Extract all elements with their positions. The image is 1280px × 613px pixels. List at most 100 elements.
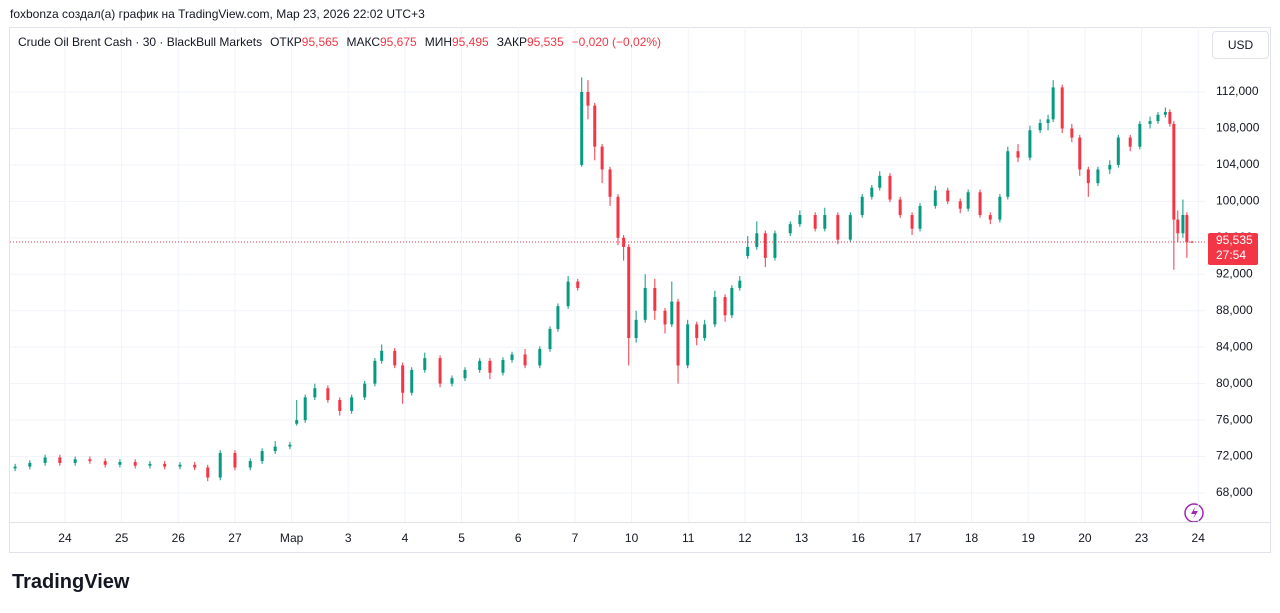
- candle-body: [1116, 137, 1120, 165]
- candle-body: [410, 369, 414, 393]
- candle-body: [450, 378, 454, 384]
- candle-body: [643, 287, 647, 320]
- x-tick-label: 24: [58, 531, 72, 545]
- candle-body: [870, 187, 874, 197]
- attribution: foxbonza создал(а) график на TradingView…: [10, 7, 425, 21]
- candle-body: [178, 464, 182, 467]
- x-tick-label: 23: [1135, 531, 1149, 545]
- candle-body: [363, 383, 367, 398]
- candle-body: [933, 190, 937, 206]
- candle-body: [133, 462, 137, 466]
- candle-body: [538, 349, 542, 366]
- candle-body: [206, 467, 210, 478]
- candle-body: [1060, 87, 1064, 129]
- candle-body: [58, 457, 62, 463]
- candle-body: [703, 324, 707, 339]
- y-tick-label: 80,000: [1216, 376, 1253, 390]
- candle-body: [878, 175, 882, 188]
- y-tick-label: 100,000: [1216, 194, 1260, 208]
- candle-body: [523, 354, 527, 366]
- candle-body: [600, 146, 604, 170]
- candle-body: [148, 463, 152, 466]
- y-tick-label: 68,000: [1216, 485, 1253, 499]
- ohlc-label: ОТКР: [270, 35, 302, 49]
- candle-body: [627, 246, 631, 339]
- x-tick-label: 6: [515, 531, 522, 545]
- candle-body: [695, 324, 699, 339]
- ohlc-value: 95,565: [301, 35, 339, 49]
- candle-body: [788, 224, 792, 234]
- candle-body: [576, 281, 580, 288]
- candle-body: [233, 452, 237, 468]
- candle-body: [616, 196, 620, 238]
- chart-frame: [9, 27, 1271, 553]
- candle-body: [373, 360, 377, 384]
- y-tick-label: 76,000: [1216, 412, 1253, 426]
- candle-body: [1006, 151, 1010, 197]
- candle-body: [393, 350, 397, 366]
- candle-body: [478, 360, 482, 370]
- candle-body: [634, 319, 638, 339]
- candle-body: [686, 324, 690, 366]
- candle-body: [1016, 151, 1020, 158]
- candle-body: [1096, 169, 1100, 184]
- candle-body: [746, 246, 750, 257]
- candle-body: [401, 365, 405, 393]
- candle-body: [998, 196, 1002, 220]
- candle-body: [773, 233, 777, 258]
- y-tick-label: 92,000: [1216, 266, 1253, 280]
- candle-body: [303, 397, 307, 421]
- candle-body: [823, 215, 827, 229]
- candle-body: [676, 301, 680, 366]
- candle-body: [580, 91, 584, 165]
- x-tick-label: 18: [965, 531, 979, 545]
- candle-body: [622, 237, 626, 247]
- candle-body: [663, 310, 667, 325]
- candle-body: [118, 462, 122, 465]
- x-tick-label: 24: [1192, 531, 1206, 545]
- y-tick-label: 104,000: [1216, 157, 1260, 171]
- candle-body: [1190, 241, 1194, 243]
- candle-body: [1128, 137, 1132, 147]
- candle-body: [910, 215, 914, 229]
- brand-logo[interactable]: TradingView: [12, 571, 129, 594]
- candle-body: [488, 360, 492, 373]
- candle-body: [670, 301, 674, 325]
- ohlc-value: 95,495: [452, 35, 489, 49]
- candle-body: [1176, 219, 1180, 234]
- candle-body: [988, 215, 992, 220]
- candle-body: [966, 192, 970, 209]
- candle-body: [946, 190, 950, 202]
- x-tick-label: Мар: [280, 531, 304, 545]
- y-tick-label: 88,000: [1216, 303, 1253, 317]
- candle-body: [423, 358, 427, 370]
- countdown: 27:54: [1216, 248, 1246, 262]
- candle-body: [586, 91, 590, 106]
- legend: Crude Oil Brent Cash · 30 · BlackBull Ma…: [18, 35, 661, 49]
- candle-body: [350, 397, 354, 411]
- candle-body: [260, 451, 264, 462]
- brand-text: TradingView: [12, 571, 130, 593]
- candle-body: [313, 388, 317, 398]
- y-tick-label: 108,000: [1216, 121, 1260, 135]
- candle-body: [295, 420, 299, 424]
- candle-body: [288, 444, 292, 447]
- currency-button[interactable]: USD: [1212, 31, 1269, 59]
- ohlc-label: МИН: [424, 35, 452, 49]
- x-tick-label: 11: [682, 531, 695, 545]
- candle-body: [593, 105, 597, 147]
- x-tick-label: 25: [115, 531, 129, 545]
- candle-body: [193, 464, 197, 468]
- candle-body: [1172, 123, 1176, 220]
- x-tick-label: 16: [852, 531, 866, 545]
- candle-body: [860, 196, 864, 216]
- ohlc-value: 95,535: [526, 35, 564, 49]
- x-tick-label: 13: [795, 531, 809, 545]
- candle-body: [1051, 87, 1055, 120]
- candle-body: [798, 215, 802, 225]
- candle-body: [813, 215, 817, 229]
- candle-body: [1181, 215, 1185, 234]
- candle-body: [836, 215, 840, 240]
- candle-body: [501, 359, 505, 373]
- x-tick-label: 10: [625, 531, 639, 545]
